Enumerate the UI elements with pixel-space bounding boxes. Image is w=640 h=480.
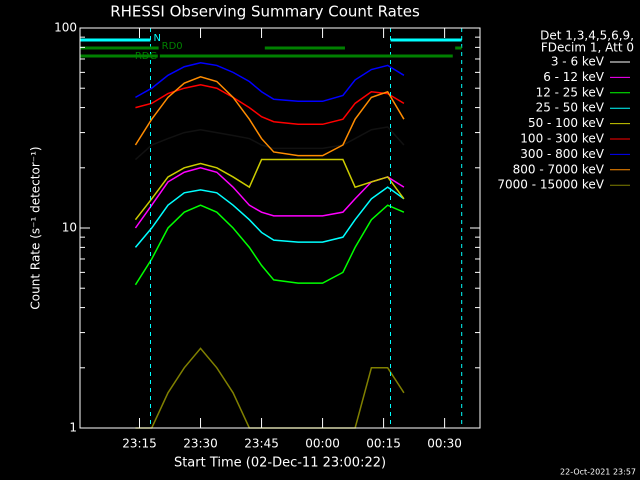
series-line [134,76,405,157]
series-line [135,347,405,429]
legend-header: FDecim 1, Att 0 [541,41,634,55]
footer: 22-Oct-2021 23:57 [560,468,636,477]
series-line [134,186,405,248]
y-tick-label: 1 [69,421,77,435]
series-line [135,84,405,126]
legend-label: 50 - 100 keV [528,116,605,130]
series-line [134,204,405,286]
legend-label: 12 - 25 keV [536,85,605,99]
legend-header: Det 1,3,4,5,6,9, [540,29,634,43]
annotation-label: N [153,33,160,44]
series-line [135,62,405,103]
x-axis-label: Start Time (02-Dec-11 23:00:22) [174,456,386,471]
plot-frame [79,27,481,429]
y-tick-label: 100 [54,21,77,35]
y-tick-label: 10 [62,221,77,235]
legend-label: 3 - 6 keV [551,55,605,69]
x-tick-label: 23:15 [122,437,157,451]
series-line [134,158,405,221]
series-line [134,126,405,161]
annotation-label: RDG [135,51,157,62]
x-tick-label: 00:00 [305,437,340,451]
legend-label: 100 - 300 keV [520,132,604,146]
x-tick-label: 23:30 [183,437,218,451]
chart-title: RHESSI Observing Summary Count Rates [110,3,420,21]
x-tick-label: 00:30 [427,437,462,451]
legend-label: 25 - 50 keV [536,101,605,115]
legend-label: 300 - 800 keV [520,147,604,161]
annotation-label: RD0 [162,41,183,52]
series-line [134,167,405,229]
legend-label: 6 - 12 keV [543,70,605,84]
y-axis-label: Count Rate (s⁻¹ detector⁻¹) [29,146,43,309]
x-tick-label: 23:45 [244,437,279,451]
legend-label: 7000 - 15000 keV [497,178,604,192]
x-tick-label: 00:15 [366,437,401,451]
legend-label: 800 - 7000 keV [513,162,605,176]
